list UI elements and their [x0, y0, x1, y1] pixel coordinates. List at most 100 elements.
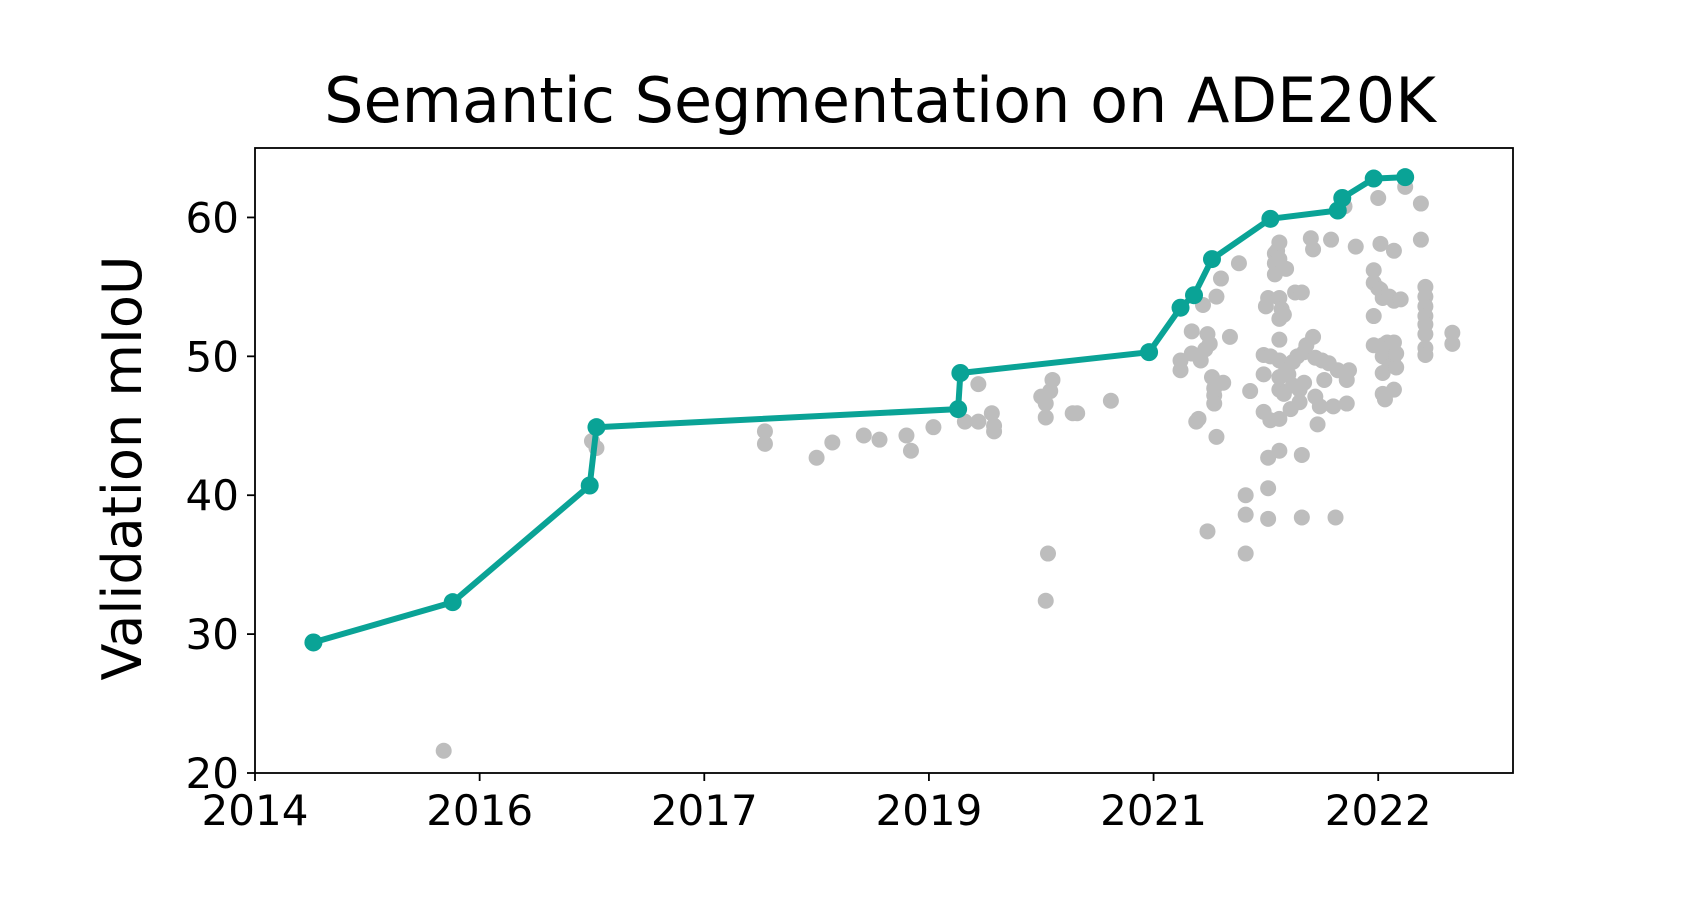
other-method-point	[1444, 324, 1461, 341]
other-method-point	[1102, 392, 1119, 409]
other-method-point	[1215, 374, 1232, 391]
other-method-point	[1260, 290, 1277, 306]
other-method-point	[1347, 238, 1364, 255]
frontier-line	[312, 174, 1406, 646]
other-method-point	[756, 423, 773, 440]
other-method-point	[1388, 359, 1405, 376]
other-method-point	[1412, 195, 1429, 212]
other-method-point	[808, 449, 825, 466]
other-method-point	[1255, 366, 1272, 383]
other-method-point	[1039, 545, 1056, 562]
other-method-point	[1037, 592, 1054, 609]
x-tick-label: 2016	[426, 786, 533, 835]
frontier-point	[580, 476, 599, 495]
frontier-point	[1333, 189, 1352, 207]
other-method-point	[1044, 371, 1061, 388]
other-method-point	[970, 376, 987, 393]
other-method-point	[1208, 288, 1225, 305]
plot-area	[254, 147, 1514, 774]
other-method-point	[1338, 395, 1355, 412]
frontier-point	[1202, 250, 1221, 269]
frontier-point	[949, 400, 968, 419]
other-method-point	[1444, 335, 1461, 352]
other-method-point	[1208, 428, 1225, 445]
other-method-point	[1309, 416, 1326, 433]
other-method-point	[1327, 509, 1344, 526]
frontier-point	[443, 593, 462, 612]
other-method-point	[1183, 323, 1200, 340]
other-method-point	[1237, 487, 1254, 504]
other-method-point	[1323, 231, 1340, 248]
chart-title: Semantic Segmentation on ADE20K	[324, 64, 1437, 137]
other-method-point	[1271, 442, 1288, 459]
other-method-point	[1365, 262, 1382, 279]
other-method-point	[1206, 395, 1223, 412]
other-method-point	[1201, 335, 1218, 352]
other-method-point	[1291, 394, 1308, 411]
other-method-point	[1372, 235, 1389, 252]
other-method-point	[1392, 291, 1409, 308]
other-method-point	[871, 431, 888, 448]
x-axis: 2014 2016 2017 2019 2021 2022	[202, 773, 1432, 835]
other-method-point	[1293, 509, 1310, 526]
other-method-point	[1385, 242, 1402, 259]
other-method-point	[1365, 308, 1382, 325]
other-method-point	[1388, 345, 1405, 362]
other-method-point	[925, 419, 942, 436]
other-method-point	[1385, 381, 1402, 398]
other-method-point	[1305, 328, 1322, 345]
other-method-point	[756, 435, 773, 452]
other-methods-series	[435, 178, 1461, 759]
y-tick-label: 50	[186, 332, 239, 381]
y-tick-label: 60	[186, 193, 239, 242]
other-method-point	[970, 413, 987, 430]
other-method-point	[1271, 410, 1288, 427]
x-tick-label: 2014	[202, 786, 309, 835]
frontier-series	[304, 168, 1415, 652]
other-method-point	[902, 442, 919, 459]
other-method-point	[1260, 480, 1277, 497]
x-tick-label: 2021	[1100, 786, 1207, 835]
frontier-point	[587, 418, 606, 437]
other-method-point	[1311, 398, 1328, 415]
other-method-point	[1370, 190, 1387, 206]
other-method-point	[1412, 231, 1429, 248]
other-method-point	[1271, 331, 1288, 348]
x-tick-label: 2019	[875, 786, 982, 835]
other-method-point	[824, 434, 841, 451]
other-method-point	[1230, 255, 1247, 272]
other-method-point	[1293, 446, 1310, 463]
x-tick-label: 2017	[651, 786, 758, 835]
other-method-point	[1237, 545, 1254, 562]
other-method-point	[1417, 326, 1434, 343]
other-method-point	[1190, 410, 1207, 427]
frontier-point	[1261, 209, 1280, 228]
other-method-point	[1237, 506, 1254, 523]
other-method-point	[1293, 284, 1310, 301]
frontier-point	[1140, 343, 1159, 362]
other-method-point	[1325, 398, 1342, 415]
other-method-point	[898, 427, 915, 444]
frontier-point	[951, 364, 970, 382]
other-method-point	[1316, 371, 1333, 388]
y-tick-label: 40	[186, 471, 239, 520]
frontier-point	[1396, 168, 1415, 187]
other-method-point	[1037, 409, 1054, 426]
other-method-point	[1221, 328, 1238, 345]
y-tick-label: 30	[186, 610, 239, 659]
other-method-point	[855, 427, 872, 444]
other-method-point	[1278, 260, 1295, 277]
other-method-point	[1271, 234, 1288, 251]
frontier-point	[1185, 286, 1204, 305]
plot-frame	[254, 147, 1514, 774]
other-method-point	[1242, 383, 1259, 400]
other-method-point	[1260, 510, 1277, 527]
other-method-point	[435, 742, 452, 759]
other-method-point	[1296, 374, 1313, 391]
other-method-point	[1037, 395, 1054, 412]
other-method-point	[1275, 306, 1292, 323]
other-method-point	[1417, 346, 1434, 363]
other-method-point	[1199, 523, 1216, 540]
frontier-point	[304, 633, 323, 652]
